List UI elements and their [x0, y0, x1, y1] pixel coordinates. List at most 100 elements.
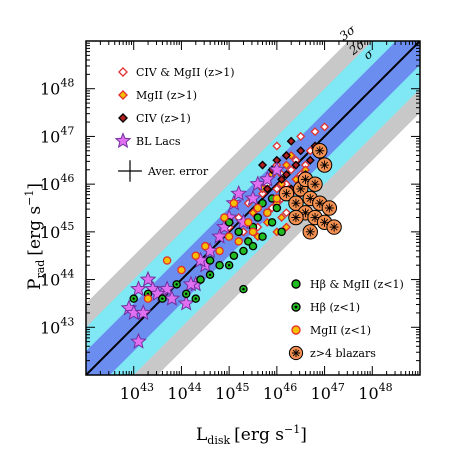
point-s1-11-shape — [277, 213, 287, 223]
axes-frame — [85, 40, 421, 376]
series-7 — [278, 143, 342, 240]
point-s4-8 — [272, 203, 282, 213]
point-s7-9 — [326, 219, 342, 235]
point-s3-25 — [182, 275, 200, 292]
point-s4-12-shape — [229, 251, 239, 260]
y-tick-label-1: 1044 — [40, 268, 74, 290]
point-s6-4 — [201, 241, 210, 251]
point-s7-9-cross — [329, 222, 339, 232]
point-s5-2 — [158, 294, 167, 303]
point-s3-14-shape — [211, 227, 228, 244]
point-s6-14-shape — [229, 198, 239, 208]
legend-bottom-marker-0-shape — [291, 279, 301, 289]
point-s3-3-shape — [130, 332, 147, 349]
legend-bottom-marker-1 — [291, 302, 301, 312]
point-s0-27-shape — [281, 208, 291, 218]
error-bar-label: Aver. error — [147, 165, 209, 178]
point-s6-3 — [191, 251, 200, 260]
x-tick-label-3: 1046 — [263, 381, 297, 403]
point-s7-5-cross — [310, 213, 320, 223]
point-s2-0 — [262, 184, 272, 194]
point-s6-0-shape — [143, 294, 153, 303]
x-tick-label-4: 1047 — [311, 381, 345, 403]
point-s4-15-shape — [196, 275, 205, 284]
point-s0-22-shape — [320, 122, 330, 132]
point-s3-21 — [249, 175, 267, 192]
point-s4-11 — [248, 241, 258, 251]
point-s4-13 — [215, 261, 224, 270]
point-s0-13-shape — [286, 165, 296, 175]
point-s5-3-inner — [175, 283, 178, 286]
legend-bottom-marker-0 — [291, 279, 301, 289]
x-tick-label-2: 1045 — [215, 381, 249, 403]
point-s0-6-shape — [272, 184, 282, 194]
point-s7-8 — [321, 200, 338, 216]
point-s0-13 — [286, 165, 296, 175]
point-s7-0-cross — [281, 189, 291, 199]
point-s0-20 — [310, 127, 320, 137]
point-s2-16-shape — [258, 160, 268, 170]
point-s6-10 — [263, 208, 272, 218]
point-s6-3-shape — [191, 251, 200, 260]
point-s7-15 — [302, 224, 318, 240]
legend-top-marker-3-shape — [114, 132, 132, 149]
point-s2-5-shape — [286, 136, 296, 146]
point-s7-0 — [278, 185, 295, 202]
series-6 — [143, 194, 282, 303]
point-s6-14 — [229, 198, 239, 208]
point-s5-7-inner — [227, 264, 231, 267]
point-s0-6 — [272, 184, 282, 194]
point-s2-5 — [286, 136, 296, 146]
legend-top-label-1: MgII (z>1) — [136, 89, 197, 102]
point-s4-4-shape — [253, 213, 263, 222]
point-s4-5-shape — [258, 232, 267, 241]
point-s5-3 — [172, 280, 181, 289]
point-s6-12-shape — [220, 213, 229, 222]
point-s3-23 — [268, 161, 286, 177]
point-s2-4-shape — [281, 150, 291, 161]
legend: CIV & MgII (z>1) MgII (z>1) CIV (z>1) BL La… — [114, 66, 404, 361]
point-s4-5 — [258, 232, 267, 241]
point-s3-2-shape — [130, 280, 147, 297]
point-s2-6 — [291, 160, 301, 170]
point-s2-3 — [277, 174, 287, 184]
point-s4-7-shape — [267, 218, 277, 227]
legend-bottom-label-1: Hβ (z<1) — [310, 301, 360, 314]
legend-top-marker-0-shape — [118, 67, 128, 77]
point-s4-14 — [205, 256, 215, 265]
point-s0-20-shape — [310, 127, 320, 137]
point-s4-1 — [234, 227, 243, 237]
point-s7-15-cross — [305, 227, 315, 237]
legend-top-marker-1 — [118, 90, 128, 100]
point-s2-7-shape — [296, 146, 306, 156]
tick-labels: 1043 1044 1045 1046 1047 1048 1043 1044 1045 1046… — [40, 77, 393, 403]
point-s5-8-inner — [242, 287, 245, 291]
legend-bottom-marker-3 — [288, 345, 304, 361]
point-s5-5 — [191, 294, 200, 303]
point-s2-14 — [281, 170, 291, 180]
point-s3-18 — [230, 184, 248, 201]
point-s7-11-cross — [310, 179, 320, 189]
point-s3-23-shape — [268, 161, 286, 177]
legend-top-label-2: CIV (z>1) — [136, 112, 191, 125]
point-s3-20 — [244, 189, 262, 206]
point-s6-6-shape — [224, 232, 234, 241]
point-s3-5-shape — [139, 270, 157, 287]
point-s6-7-shape — [234, 237, 243, 246]
point-s4-10 — [239, 246, 248, 256]
point-s4-8-shape — [272, 203, 282, 213]
point-s3-18-shape — [230, 184, 248, 201]
point-s3-22-shape — [258, 170, 276, 187]
legend-top-label-3: BL Lacs — [136, 135, 181, 148]
point-s6-0 — [143, 294, 153, 303]
point-s7-3-cross — [300, 208, 310, 218]
point-s7-12-cross — [320, 160, 330, 170]
legend-top-marker-2 — [118, 113, 128, 123]
point-s7-8-cross — [324, 203, 334, 213]
point-s0-28 — [272, 141, 282, 151]
point-s4-9 — [277, 227, 286, 237]
point-s4-14-shape — [205, 256, 215, 265]
point-s6-13 — [248, 227, 258, 237]
point-s4-4 — [253, 213, 263, 222]
legend-top-marker-3 — [114, 132, 132, 149]
